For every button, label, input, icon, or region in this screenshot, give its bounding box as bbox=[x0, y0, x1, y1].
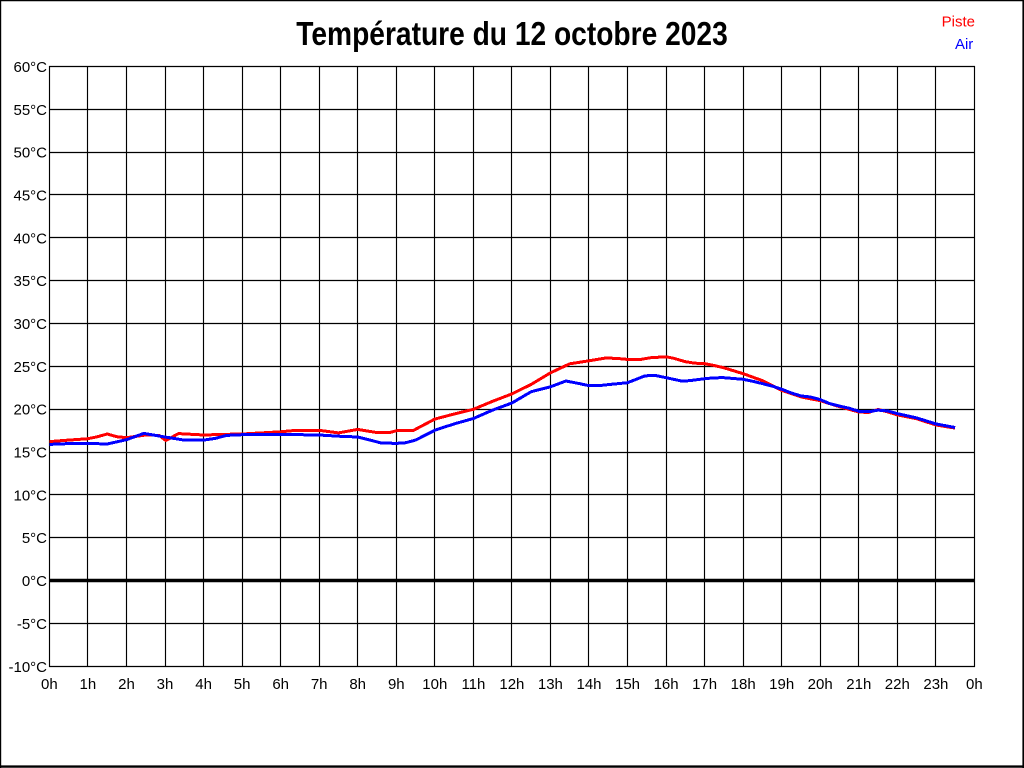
svg-text:1h: 1h bbox=[80, 676, 97, 693]
svg-text:40°C: 40°C bbox=[13, 230, 47, 247]
svg-text:13h: 13h bbox=[538, 676, 563, 693]
svg-text:11h: 11h bbox=[461, 676, 485, 693]
svg-text:-5°C: -5°C bbox=[17, 616, 47, 633]
svg-text:15°C: 15°C bbox=[13, 445, 47, 462]
svg-text:10h: 10h bbox=[422, 676, 447, 693]
svg-text:25°C: 25°C bbox=[13, 359, 47, 376]
svg-text:15h: 15h bbox=[615, 676, 640, 693]
svg-text:0h: 0h bbox=[966, 676, 983, 693]
svg-text:21h: 21h bbox=[846, 676, 871, 693]
svg-text:50°C: 50°C bbox=[13, 145, 47, 162]
svg-text:16h: 16h bbox=[654, 676, 679, 693]
svg-text:-10°C: -10°C bbox=[8, 659, 47, 676]
svg-text:5°C: 5°C bbox=[22, 530, 47, 547]
svg-text:6h: 6h bbox=[272, 676, 289, 693]
svg-text:4h: 4h bbox=[195, 676, 212, 693]
svg-text:22h: 22h bbox=[885, 676, 910, 693]
svg-text:45°C: 45°C bbox=[13, 187, 47, 204]
svg-text:Air: Air bbox=[955, 36, 973, 53]
svg-text:17h: 17h bbox=[692, 676, 717, 693]
svg-text:14h: 14h bbox=[576, 676, 601, 693]
svg-text:2h: 2h bbox=[118, 676, 135, 693]
svg-text:8h: 8h bbox=[349, 676, 366, 693]
svg-text:9h: 9h bbox=[388, 676, 405, 693]
svg-text:60°C: 60°C bbox=[13, 59, 47, 76]
svg-text:7h: 7h bbox=[311, 676, 328, 693]
svg-text:35°C: 35°C bbox=[13, 273, 47, 290]
svg-text:10°C: 10°C bbox=[13, 487, 47, 504]
svg-text:20°C: 20°C bbox=[13, 402, 47, 419]
svg-text:18h: 18h bbox=[731, 676, 756, 693]
svg-text:23h: 23h bbox=[923, 676, 948, 693]
svg-text:30°C: 30°C bbox=[13, 316, 47, 333]
svg-text:0h: 0h bbox=[41, 676, 58, 693]
svg-text:3h: 3h bbox=[157, 676, 174, 693]
svg-text:12h: 12h bbox=[499, 676, 524, 693]
svg-text:5h: 5h bbox=[234, 676, 251, 693]
svg-text:Température du 12 octobre 2023: Température du 12 octobre 2023 bbox=[296, 15, 728, 52]
svg-text:Piste: Piste bbox=[942, 14, 975, 31]
svg-text:19h: 19h bbox=[769, 676, 794, 693]
svg-text:0°C: 0°C bbox=[22, 573, 47, 590]
svg-text:55°C: 55°C bbox=[13, 102, 47, 119]
svg-text:20h: 20h bbox=[808, 676, 833, 693]
